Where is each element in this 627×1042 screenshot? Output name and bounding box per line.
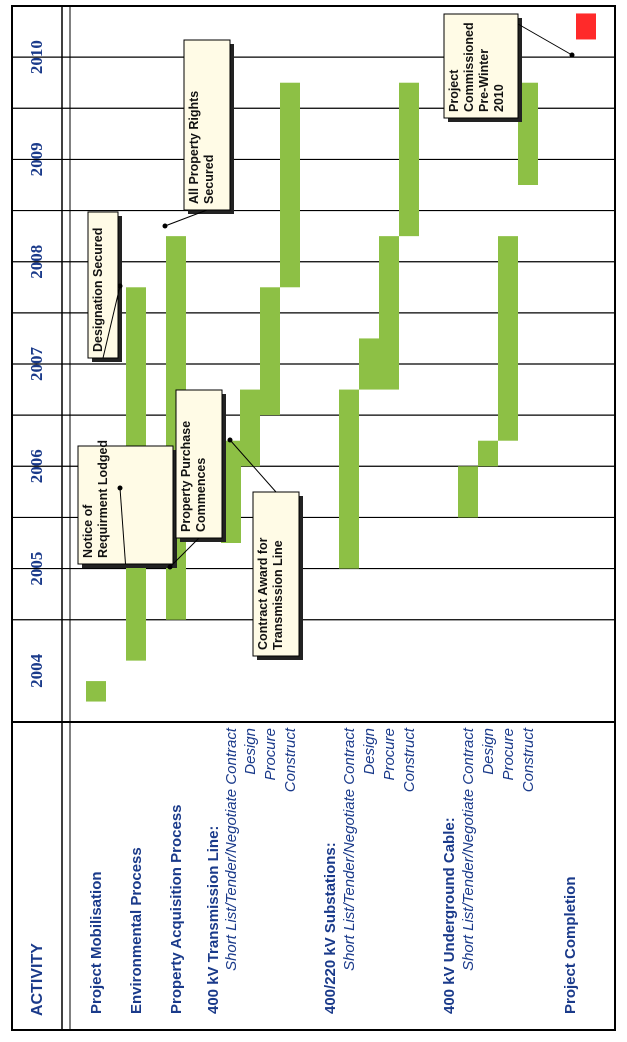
annotation-leader <box>169 537 200 568</box>
activity-label: Environmental Process <box>128 847 145 1014</box>
activity-label: 400/220 kV Substations: <box>322 842 339 1014</box>
year-label: 2004 <box>27 653 46 688</box>
activity-sub-label: Design <box>242 728 259 775</box>
annotation-arrowhead <box>227 437 233 443</box>
gantt-bar <box>498 236 518 441</box>
activity-sub-label: Short List/Tender/Negotiate Contract <box>223 727 240 971</box>
annotation-box <box>175 389 223 539</box>
annotation-text: Commences <box>194 458 208 532</box>
annotation-text: Pre-Winter <box>477 49 491 112</box>
annotation-leader <box>102 285 121 359</box>
annotation-layer: Notice of Requirment Lodged Designation Se… <box>77 13 575 660</box>
gantt-bar <box>86 681 106 702</box>
year-label: 2006 <box>27 449 46 483</box>
activity-sub-label: Procure <box>381 728 398 781</box>
annotation-arrowhead <box>117 485 123 491</box>
annotation-text: Project <box>447 69 461 112</box>
activity-sub-label: Procure <box>500 728 517 781</box>
text-layer: 2004 2005 2006 2007 2008 2009 2010 ACTIVITY Proj… <box>27 40 579 1016</box>
annotation-leader <box>517 23 573 56</box>
gantt-bar <box>280 82 300 288</box>
annotation-arrowhead <box>117 283 123 289</box>
activity-sub-label: Short List/Tender/Negotiate Contract <box>460 727 477 971</box>
annotation-leader <box>229 439 277 493</box>
annotation-leader <box>119 487 126 565</box>
year-label: 2008 <box>27 245 46 279</box>
annotation-leader <box>164 209 208 227</box>
annotation-text: All Property Rights <box>187 91 201 204</box>
gantt-bar <box>399 82 419 237</box>
annotation-text: 2010 <box>492 84 506 112</box>
activity-label: Property Acquisition Process <box>168 804 185 1014</box>
gantt-bar <box>260 287 280 416</box>
activity-header: ACTIVITY <box>29 943 46 1016</box>
annotation-text: Transmission Line <box>271 540 285 650</box>
gantt-bar <box>339 389 359 569</box>
activity-sub-label: Design <box>480 728 497 775</box>
annotation-text: Contract Award for <box>256 537 270 650</box>
activity-sub-label: Construct <box>520 727 537 792</box>
activity-sub-label: Construct <box>401 727 418 792</box>
annotation-text: Commissioned <box>462 22 476 112</box>
annotation-text: Requirment Lodged <box>96 440 110 558</box>
activity-label: Project Completion <box>562 876 579 1014</box>
gantt-bar <box>518 82 538 185</box>
gantt-bar <box>458 466 478 518</box>
annotation-arrowhead <box>162 223 168 229</box>
gantt-bar <box>379 236 399 390</box>
annotation-text: Designation Secured <box>91 228 105 352</box>
annotation-box <box>77 445 174 565</box>
annotation-arrowhead <box>569 52 575 58</box>
annotation-text: Notice of <box>81 504 95 558</box>
annotation-box <box>443 13 519 119</box>
activity-label: 400 kV Underground Cable: <box>441 817 458 1014</box>
completion-milestone <box>576 13 596 40</box>
activity-sub-label: Procure <box>262 728 279 781</box>
annotation-text: Property Purchase <box>179 421 193 532</box>
year-label: 2010 <box>27 40 46 74</box>
year-label: 2009 <box>27 142 46 176</box>
gantt-bar <box>478 440 498 467</box>
annotation-text: Secured <box>202 155 216 204</box>
gantt-bar <box>240 389 260 467</box>
annotation-arrowhead <box>167 564 173 570</box>
activity-sub-label: Short List/Tender/Negotiate Contract <box>341 727 358 971</box>
gantt-bar <box>359 338 379 390</box>
activity-sub-label: Design <box>361 728 378 775</box>
year-label: 2005 <box>27 552 46 586</box>
activity-sub-label: Construct <box>282 727 299 792</box>
year-label: 2007 <box>27 347 46 382</box>
activity-label: Project Mobilisation <box>88 871 105 1014</box>
activity-label: 400 kV Transmission Line: <box>205 826 222 1014</box>
